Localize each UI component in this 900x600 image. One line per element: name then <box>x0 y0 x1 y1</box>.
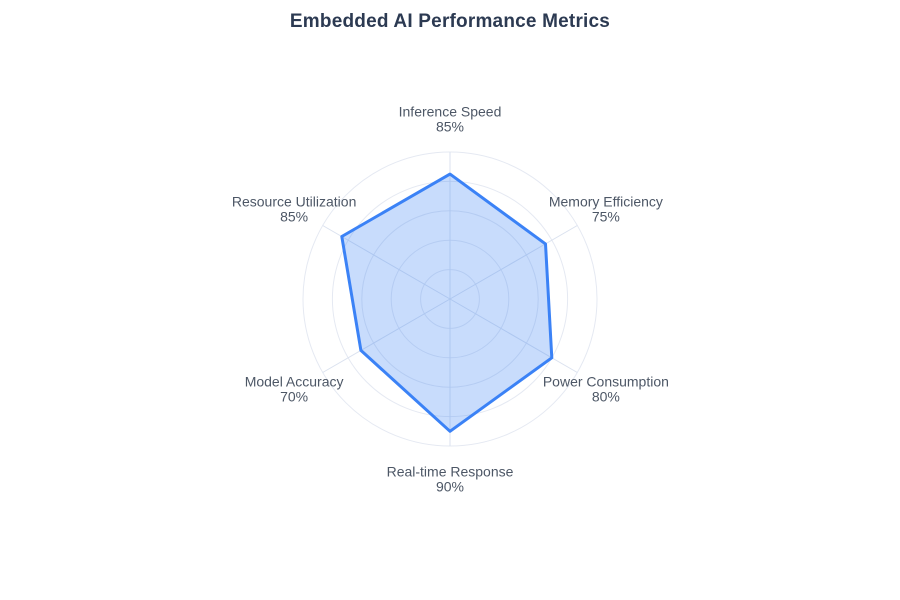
radar-data-polygon <box>340 172 554 433</box>
radar-axis-value: 90% <box>436 479 464 495</box>
radar-spoke <box>322 298 451 373</box>
radar-axis-value: 80% <box>592 389 620 405</box>
radar-spoke <box>449 298 578 373</box>
radar-axis-value: 85% <box>436 119 464 135</box>
radar-axis-label: Model Accuracy <box>245 374 344 390</box>
radar-spoke <box>322 225 451 300</box>
radar-axis-label: Resource Utilization <box>232 194 357 210</box>
radar-spoke <box>449 225 578 300</box>
radar-axis-label: Power Consumption <box>543 374 669 390</box>
radar-axis-value: 70% <box>280 389 308 405</box>
radar-axis-label: Inference Speed <box>399 104 502 120</box>
chart-title: Embedded AI Performance Metrics <box>289 11 611 32</box>
radar-axis-value: 75% <box>592 209 620 225</box>
radar-axis-value: 85% <box>280 209 308 225</box>
radar-axis-label: Memory Efficiency <box>549 194 663 210</box>
radar-axis-label: Real-time Response <box>387 464 514 480</box>
